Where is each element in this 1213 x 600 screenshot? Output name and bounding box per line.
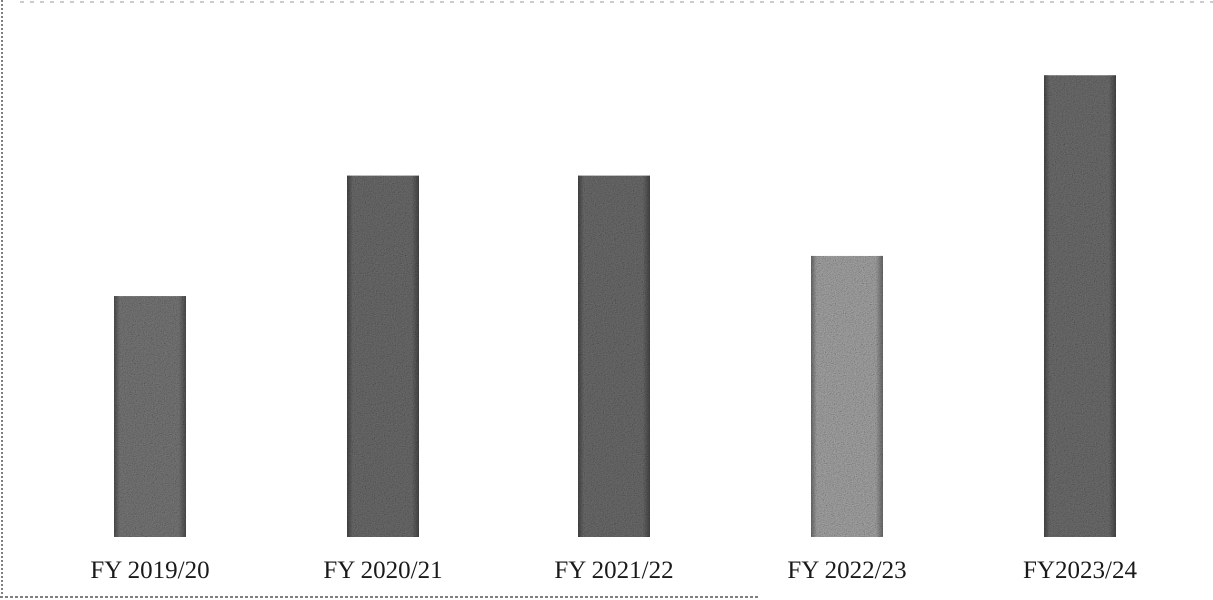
bars-group	[114, 75, 1116, 537]
bar-edge-shade-2	[347, 175, 419, 537]
bar-edge-shade-4	[811, 255, 883, 537]
x-tick-label-2: FY 2020/21	[323, 557, 442, 584]
bar-edge-shade-5	[1044, 75, 1116, 537]
x-tick-label-5: FY2023/24	[1023, 557, 1137, 584]
x-tick-label-3: FY 2021/22	[554, 557, 673, 584]
bar-edge-shade-1	[114, 296, 186, 537]
bar-edge-shade-3	[578, 175, 650, 537]
x-tick-label-4: FY 2022/23	[787, 557, 906, 584]
x-tick-label-1: FY 2019/20	[90, 557, 209, 584]
x-tick-labels: FY 2019/20 FY 2020/21 FY 2021/22 FY 2022/23…	[90, 557, 1137, 584]
